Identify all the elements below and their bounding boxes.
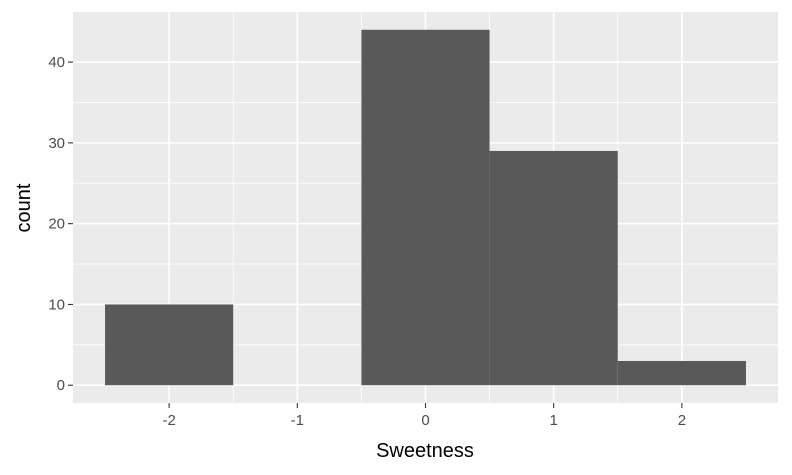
y-axis: 0 10 20 30 40 <box>48 54 73 394</box>
y-tick-label: 30 <box>48 135 65 152</box>
histogram-bar <box>105 304 234 386</box>
y-tick-label: 0 <box>57 377 65 394</box>
y-tick-label: 10 <box>48 296 65 313</box>
x-axis-title: Sweetness <box>376 440 474 462</box>
histogram-bar <box>489 150 618 386</box>
histogram-bars <box>105 29 746 386</box>
x-tick-label: 0 <box>421 412 429 429</box>
x-tick-label: -2 <box>162 412 175 429</box>
x-axis: -2 -1 0 1 2 <box>162 403 686 429</box>
x-tick-label: 1 <box>550 412 558 429</box>
x-tick-label: -1 <box>291 412 304 429</box>
histogram-bar <box>617 360 746 386</box>
y-tick-label: 40 <box>48 54 65 71</box>
y-tick-label: 20 <box>48 216 65 233</box>
y-axis-title: count <box>13 183 35 232</box>
histogram-bar <box>361 29 490 386</box>
x-tick-label: 2 <box>678 412 686 429</box>
